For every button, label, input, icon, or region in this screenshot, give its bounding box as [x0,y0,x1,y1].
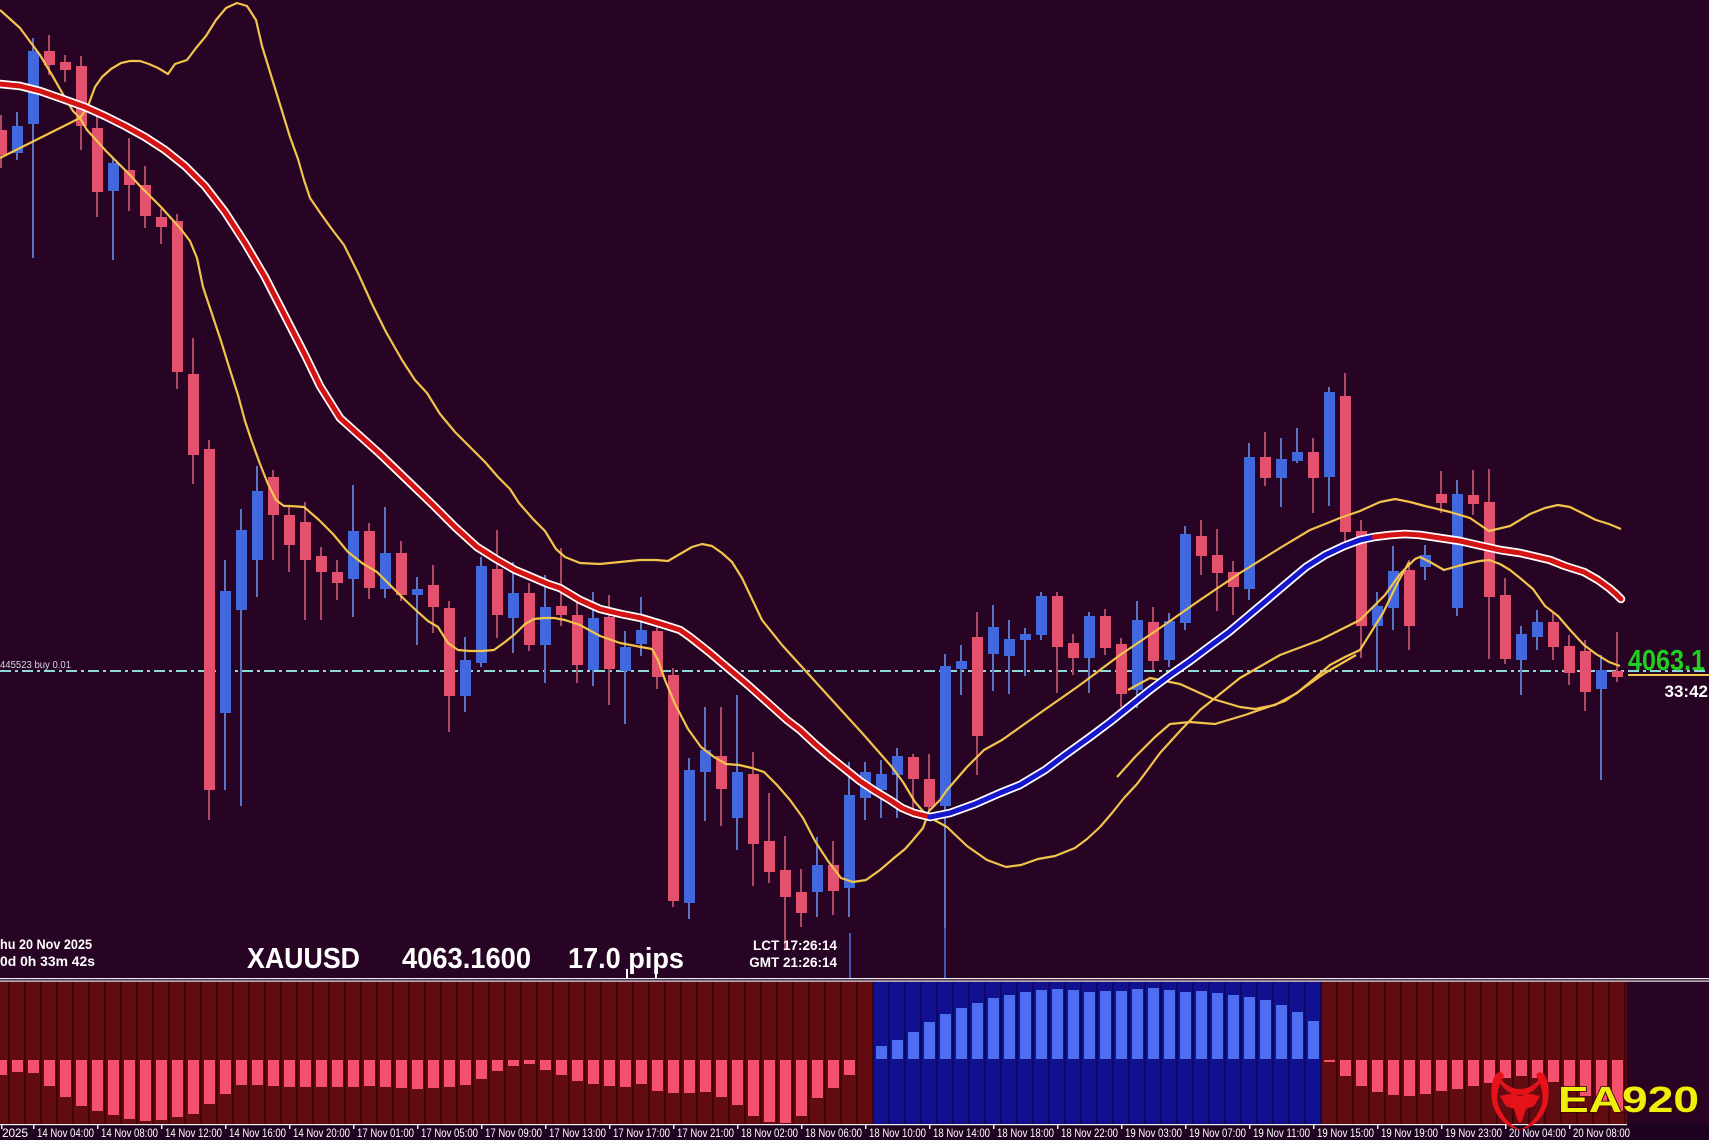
svg-text:hu 20 Nov 2025: hu 20 Nov 2025 [0,937,92,952]
svg-text:17 Nov 01:00: 17 Nov 01:00 [357,1126,414,1140]
svg-text:18 Nov 02:00: 18 Nov 02:00 [741,1126,798,1140]
svg-text:2025: 2025 [2,1126,28,1140]
svg-text:14 Nov 04:00: 14 Nov 04:00 [37,1126,94,1140]
svg-text:4063.1600: 4063.1600 [402,943,531,975]
svg-text:33:42: 33:42 [1665,682,1708,701]
svg-text:17 Nov 05:00: 17 Nov 05:00 [421,1126,478,1140]
svg-text:18 Nov 06:00: 18 Nov 06:00 [805,1126,862,1140]
svg-text:18 Nov 22:00: 18 Nov 22:00 [1061,1126,1118,1140]
svg-text:14 Nov 08:00: 14 Nov 08:00 [101,1126,158,1140]
svg-text:19 Nov 11:00: 19 Nov 11:00 [1253,1126,1310,1140]
svg-text:17.0 pips: 17.0 pips [568,943,684,975]
svg-text:EA920: EA920 [1558,1079,1699,1120]
svg-text:17 Nov 21:00: 17 Nov 21:00 [677,1126,734,1140]
svg-text:17 Nov 17:00: 17 Nov 17:00 [613,1126,670,1140]
svg-text:14 Nov 20:00: 14 Nov 20:00 [293,1126,350,1140]
svg-text:19 Nov 19:00: 19 Nov 19:00 [1381,1126,1438,1140]
svg-text:18 Nov 10:00: 18 Nov 10:00 [869,1126,926,1140]
svg-text:20 Nov 04:00: 20 Nov 04:00 [1509,1126,1566,1140]
svg-text:14 Nov 12:00: 14 Nov 12:00 [165,1126,222,1140]
svg-text:0d 0h 33m 42s: 0d 0h 33m 42s [0,954,95,969]
svg-text:18 Nov 18:00: 18 Nov 18:00 [997,1126,1054,1140]
svg-text:14 Nov 16:00: 14 Nov 16:00 [229,1126,286,1140]
svg-text:19 Nov 15:00: 19 Nov 15:00 [1317,1126,1374,1140]
svg-text:445523 buy 0.01: 445523 buy 0.01 [0,660,71,671]
svg-text:19 Nov 23:00: 19 Nov 23:00 [1445,1126,1502,1140]
svg-text:20 Nov 08:00: 20 Nov 08:00 [1573,1126,1630,1140]
svg-text:LCT 17:26:14: LCT 17:26:14 [753,938,838,953]
svg-text:XAUUSD: XAUUSD [247,943,360,975]
svg-text:19 Nov 07:00: 19 Nov 07:00 [1189,1126,1246,1140]
svg-text:4063.1: 4063.1 [1628,645,1705,677]
svg-text:18 Nov 14:00: 18 Nov 14:00 [933,1126,990,1140]
svg-text:19 Nov 03:00: 19 Nov 03:00 [1125,1126,1182,1140]
svg-text:GMT 21:26:14: GMT 21:26:14 [749,955,837,970]
svg-text:17 Nov 09:00: 17 Nov 09:00 [485,1126,542,1140]
svg-text:17 Nov 13:00: 17 Nov 13:00 [549,1126,606,1140]
